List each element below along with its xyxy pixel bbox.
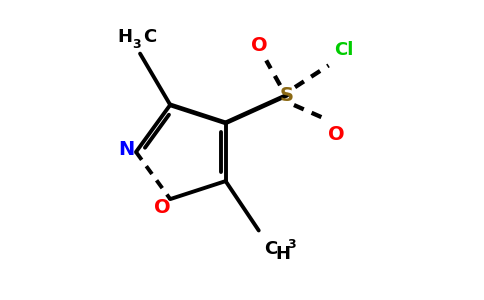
Text: Cl: Cl bbox=[334, 40, 353, 58]
Text: C: C bbox=[264, 240, 277, 258]
Text: O: O bbox=[251, 36, 268, 55]
Text: 3: 3 bbox=[287, 238, 296, 251]
Text: N: N bbox=[118, 140, 134, 158]
Text: 3: 3 bbox=[133, 38, 141, 51]
Text: H: H bbox=[275, 245, 290, 263]
Text: O: O bbox=[154, 197, 170, 217]
Text: S: S bbox=[280, 85, 294, 105]
Text: O: O bbox=[328, 125, 345, 144]
Text: H: H bbox=[117, 28, 132, 46]
Text: C: C bbox=[144, 28, 157, 46]
